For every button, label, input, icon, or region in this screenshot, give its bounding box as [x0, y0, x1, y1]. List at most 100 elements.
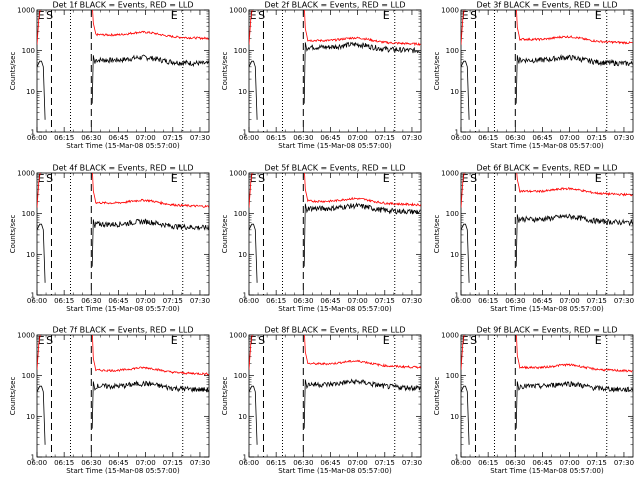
- x-tick-label: 07:15: [163, 297, 183, 305]
- x-tick-label: 07:30: [614, 459, 634, 467]
- y-tick-label: 100: [22, 47, 35, 55]
- detector-panel-6: Det 6f BLACK = Events, RED = LLD 1 10 100 10…: [433, 164, 634, 314]
- lld-series-line: [92, 10, 209, 41]
- x-tick-label: 07:30: [190, 297, 210, 305]
- detector-panel-4: Det 4f BLACK = Events, RED = LLD 1 10 100 10…: [9, 164, 210, 314]
- lld-series-line: [461, 335, 465, 370]
- x-tick-label: 07:15: [587, 134, 607, 142]
- plot-frame: [248, 172, 422, 296]
- x-axis-label: Start Time (15-Mar-08 05:57:00): [278, 467, 392, 475]
- detector-panel-2: Det 2f BLACK = Events, RED = LLD 1 10 100 10…: [221, 1, 422, 151]
- events-series-line: [249, 223, 258, 283]
- x-tick-label: 06:15: [478, 459, 498, 467]
- x-tick-label: 06:00: [239, 459, 259, 467]
- x-tick-label: 06:45: [320, 297, 340, 305]
- x-axis-label: Start Time (15-Mar-08 05:57:00): [66, 467, 180, 475]
- lld-series-line: [461, 173, 465, 208]
- x-tick-label: 06:15: [54, 459, 74, 467]
- x-tick-label: 06:45: [320, 459, 340, 467]
- plot-frame: [460, 172, 634, 296]
- events-series-line: [37, 223, 46, 283]
- x-tick-label: 07:15: [163, 134, 183, 142]
- y-tick-label: 1000: [441, 7, 459, 15]
- events-series-line: [515, 53, 633, 104]
- plot-frame: [248, 334, 422, 458]
- y-tick-label: 1000: [441, 332, 459, 340]
- events-series-line: [461, 223, 470, 283]
- x-tick-label: 07:15: [375, 134, 395, 142]
- events-series-line: [37, 385, 46, 445]
- x-tick-label: 07:00: [136, 134, 156, 142]
- lld-series-line: [461, 10, 465, 45]
- x-tick-label: 06:30: [505, 134, 525, 142]
- y-tick-label: 10: [450, 88, 459, 96]
- events-series-line: [91, 54, 209, 104]
- y-tick-label: 1: [31, 129, 35, 137]
- y-axis-label: Counts/sec: [433, 52, 441, 91]
- plot-frame: [36, 172, 210, 296]
- y-tick-label: 1: [243, 129, 247, 137]
- y-tick-label: 10: [450, 413, 459, 421]
- x-tick-label: 07:15: [587, 297, 607, 305]
- events-series-line: [461, 385, 470, 445]
- events-series-line: [91, 380, 209, 429]
- x-axis-label: Start Time (15-Mar-08 05:57:00): [490, 305, 604, 313]
- x-tick-label: 06:45: [108, 134, 128, 142]
- x-tick-label: 07:00: [348, 134, 368, 142]
- x-tick-label: 06:00: [451, 459, 471, 467]
- lld-series-line: [249, 335, 253, 370]
- x-tick-label: 06:00: [27, 459, 47, 467]
- marker-s: S: [470, 334, 477, 347]
- x-tick-label: 07:00: [136, 459, 156, 467]
- events-series-line: [249, 60, 258, 120]
- x-tick-label: 07:15: [587, 459, 607, 467]
- marker-s: S: [46, 334, 53, 347]
- lld-series-line: [37, 10, 41, 45]
- marker-e-start: E: [462, 334, 469, 347]
- x-tick-label: 07:00: [136, 297, 156, 305]
- plot-frame: [460, 334, 634, 458]
- y-tick-label: 100: [234, 210, 247, 218]
- y-tick-label: 1: [31, 454, 35, 462]
- x-axis-label: Start Time (15-Mar-08 05:57:00): [66, 305, 180, 313]
- x-tick-label: 07:30: [190, 459, 210, 467]
- marker-s: S: [470, 9, 477, 22]
- x-tick-label: 06:00: [239, 134, 259, 142]
- detector-panel-9: Det 9f BLACK = Events, RED = LLD 1 10 100 10…: [433, 326, 634, 476]
- x-tick-label: 06:00: [27, 134, 47, 142]
- lld-series-line: [304, 335, 421, 369]
- x-tick-label: 06:15: [478, 134, 498, 142]
- y-tick-label: 100: [234, 372, 247, 380]
- plot-frame: [248, 9, 422, 133]
- y-tick-label: 10: [26, 88, 35, 96]
- x-axis-label: Start Time (15-Mar-08 05:57:00): [278, 142, 392, 150]
- lld-series-line: [304, 10, 421, 47]
- marker-s: S: [258, 172, 265, 185]
- x-tick-label: 06:15: [54, 297, 74, 305]
- lld-series-line: [516, 335, 633, 373]
- y-tick-label: 1: [455, 454, 459, 462]
- x-tick-label: 07:30: [402, 134, 422, 142]
- x-tick-label: 07:00: [560, 297, 580, 305]
- x-tick-label: 06:00: [451, 134, 471, 142]
- x-tick-label: 07:00: [560, 134, 580, 142]
- x-tick-label: 06:30: [505, 297, 525, 305]
- y-tick-label: 100: [22, 372, 35, 380]
- panel-title: Det 3f BLACK = Events, RED = LLD: [476, 1, 617, 10]
- detector-panel-1: Det 1f BLACK = Events, RED = LLD 1 10 100 10…: [9, 1, 210, 151]
- x-tick-label: 06:30: [81, 134, 101, 142]
- marker-e-start: E: [38, 172, 45, 185]
- events-series-line: [303, 41, 421, 104]
- plot-frame: [36, 334, 210, 458]
- lld-series-line: [92, 173, 209, 208]
- x-tick-label: 06:15: [266, 459, 286, 467]
- marker-e-start: E: [38, 9, 45, 22]
- y-axis-label: Counts/sec: [221, 377, 229, 416]
- lld-series-line: [37, 335, 41, 370]
- x-tick-label: 06:00: [27, 297, 47, 305]
- marker-e-start: E: [462, 9, 469, 22]
- y-tick-label: 100: [446, 210, 459, 218]
- x-axis-label: Start Time (15-Mar-08 05:57:00): [490, 142, 604, 150]
- x-tick-label: 07:30: [614, 134, 634, 142]
- marker-e-end: E: [383, 334, 390, 347]
